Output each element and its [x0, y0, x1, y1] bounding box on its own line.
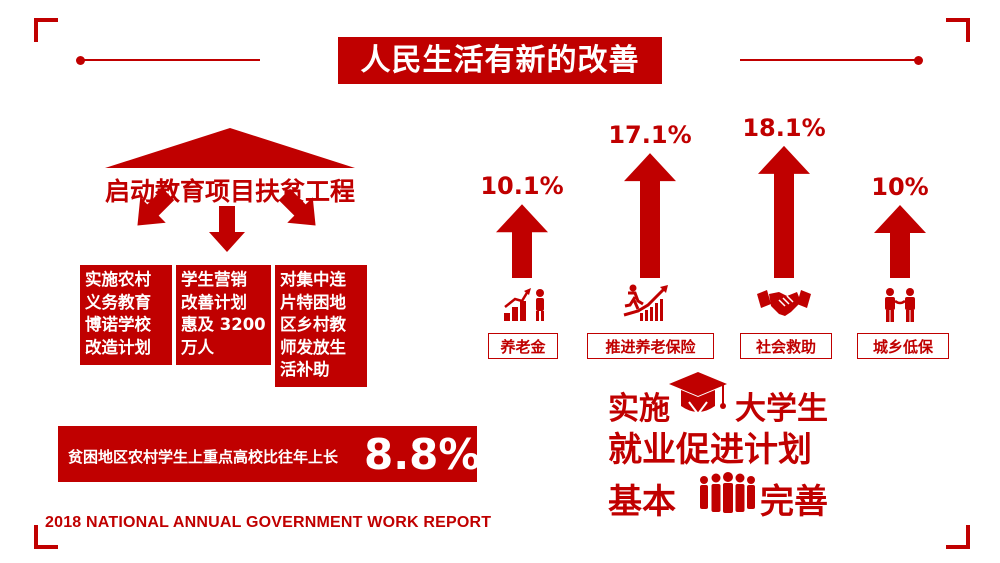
graduate-line-2: 就业促进计划 — [608, 430, 812, 470]
education-arrows — [105, 128, 355, 252]
box-2-line-3: 惠及 3200 — [181, 315, 266, 334]
subsistence-percent: 10% — [871, 173, 929, 201]
box-3-line-4: 师发放生 — [280, 337, 346, 357]
box-1-line-1: 实施农村 — [85, 270, 151, 289]
graduate-part-1: 实施 — [608, 391, 670, 427]
footer-report-title: 2018 NATIONAL ANNUAL GOVERNMENT WORK REP… — [45, 514, 492, 531]
growth-arrows — [496, 145, 926, 278]
title-left-line — [80, 59, 260, 61]
pension-percent: 10.1% — [480, 172, 564, 201]
graduate-part-3: 基本 — [608, 482, 676, 522]
box-1-line-4: 改造计划 — [85, 337, 151, 357]
people-group-icon — [700, 472, 755, 513]
frame-corner-top-left — [34, 18, 58, 42]
insurance-arrow — [624, 153, 676, 278]
education-box-3: 对集中连 片特困地 区乡村教 师发放生 活补助 — [275, 265, 367, 387]
title-right-dot — [914, 56, 923, 65]
poverty-label: 贫困地区农村学生上重点高校比往年上长 — [68, 448, 339, 466]
relief-arrow — [758, 145, 810, 278]
insurance-percent: 17.1% — [608, 121, 692, 150]
subsistence-arrow — [874, 205, 926, 278]
box-3-line-3: 区乡村教 — [280, 315, 346, 334]
handshake-icon — [757, 290, 811, 316]
category-pension: 养老金 — [488, 333, 558, 359]
box-2-line-1: 学生营销 — [181, 270, 247, 289]
page-title: 人民生活有新的改善 — [338, 37, 662, 84]
frame-corner-top-right — [946, 18, 970, 42]
graduate-part-2: 大学生 — [735, 391, 828, 427]
category-insurance: 推进养老保险 — [587, 333, 714, 359]
graduate-part-4: 完善 — [760, 482, 828, 522]
graduation-cap-icon — [669, 372, 727, 416]
box-3-line-1: 对集中连 — [280, 270, 346, 289]
relief-percent: 18.1% — [742, 113, 826, 142]
poverty-value: 8.8% — [364, 430, 481, 479]
box-2-line-4: 万人 — [181, 337, 214, 357]
box-3-line-2: 片特困地 — [280, 292, 346, 312]
arrow-down-right-icon — [278, 188, 316, 226]
growth-person-icon — [504, 288, 544, 321]
running-growth-icon — [623, 284, 668, 321]
education-box-1: 实施农村 义务教育 博诺学校 改造计划 — [80, 265, 172, 365]
poverty-bar: 贫困地区农村学生上重点高校比往年上长 8.8% — [58, 426, 481, 482]
title-right-line — [740, 59, 918, 61]
arrow-down-icon — [209, 206, 245, 252]
category-subsistence: 城乡低保 — [857, 333, 949, 359]
education-title: 启动教育项目扶贫工程 — [104, 177, 355, 206]
frame-corner-bottom-right — [946, 525, 970, 549]
box-1-line-2: 义务教育 — [85, 292, 151, 312]
arrow-down-left-icon — [137, 188, 175, 226]
pension-arrow — [496, 204, 548, 278]
education-box-2: 学生营销 改善计划 惠及 3200 万人 — [176, 265, 271, 365]
box-2-line-2: 改善计划 — [181, 292, 247, 312]
frame-corner-bottom-left — [34, 525, 58, 549]
category-relief: 社会救助 — [740, 333, 832, 359]
box-3-line-5: 活补助 — [280, 360, 330, 379]
box-1-line-3: 博诺学校 — [85, 315, 151, 334]
roof-triangle-icon — [105, 128, 355, 168]
family-icon — [885, 288, 915, 322]
